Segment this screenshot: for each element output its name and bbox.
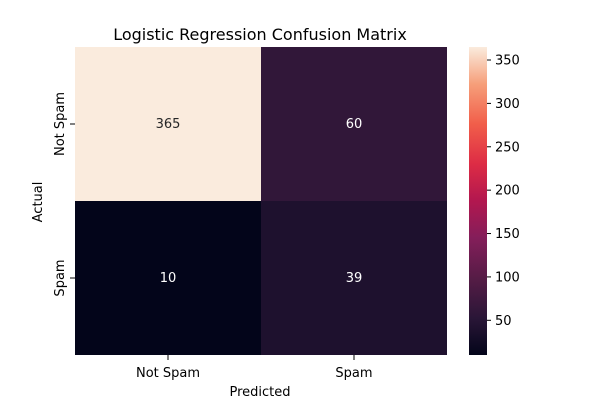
cell-annotations: 365 60 10 39 bbox=[156, 117, 363, 286]
y-tick-label: Not Spam bbox=[53, 92, 68, 156]
colorbar-tick-label: 100 bbox=[495, 270, 520, 285]
cell-value-label: 10 bbox=[160, 271, 177, 286]
cell-value-label: 39 bbox=[346, 271, 363, 286]
colorbar-ticks: 50 100 150 200 250 300 350 bbox=[487, 54, 520, 329]
heatmap-cell bbox=[75, 201, 261, 355]
cell-value-label: 365 bbox=[156, 117, 181, 132]
x-axis-ticks: Not Spam Spam bbox=[136, 355, 373, 381]
colorbar-tick-label: 150 bbox=[495, 227, 520, 242]
colorbar-tick-label: 50 bbox=[495, 314, 512, 329]
x-tick-label: Not Spam bbox=[136, 366, 200, 381]
chart-title: Logistic Regression Confusion Matrix bbox=[113, 25, 407, 44]
y-axis-label: Actual bbox=[31, 182, 46, 223]
colorbar-tick-label: 350 bbox=[495, 54, 520, 69]
heatmap-cell bbox=[261, 47, 447, 201]
heatmap-cell bbox=[261, 201, 447, 355]
colorbar-tick-label: 300 bbox=[495, 97, 520, 112]
colorbar bbox=[469, 47, 487, 355]
colorbar-tick-label: 250 bbox=[495, 140, 520, 155]
y-axis-ticks: Not Spam Spam bbox=[53, 92, 75, 297]
colorbar-tick-label: 200 bbox=[495, 184, 520, 199]
heatmap-cell bbox=[75, 47, 261, 201]
x-axis-label: Predicted bbox=[229, 385, 290, 400]
heatmap-cells bbox=[75, 47, 447, 355]
y-tick-label: Spam bbox=[53, 259, 68, 296]
x-tick-label: Spam bbox=[335, 366, 372, 381]
cell-value-label: 60 bbox=[346, 117, 363, 132]
